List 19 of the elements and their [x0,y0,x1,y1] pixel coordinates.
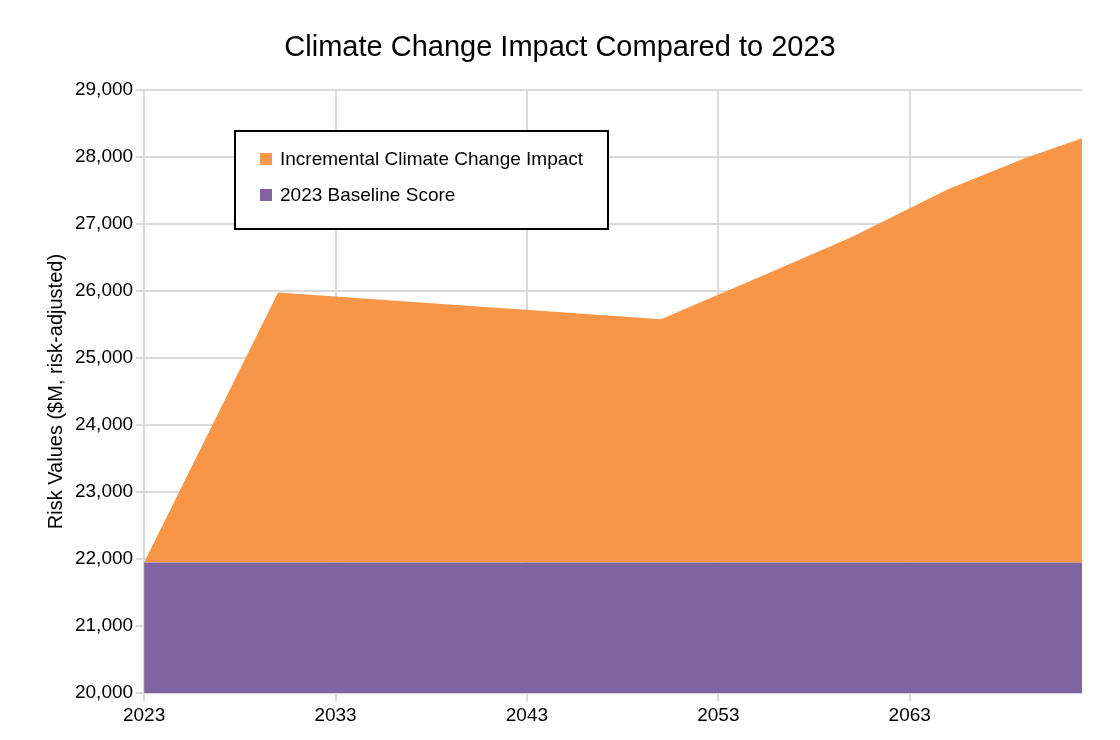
y-tick-label: 24,000 [74,413,134,435]
y-tick-label: 23,000 [74,480,134,502]
y-tick-label: 28,000 [74,145,134,167]
y-tick-label: 25,000 [74,346,134,368]
x-tick-label: 2023 [122,703,166,725]
x-tick-label: 2063 [888,703,931,725]
x-tick-label: 2033 [314,703,357,725]
x-tick-label: 2043 [505,703,549,725]
legend-label: Incremental Climate Change Impact [280,148,584,170]
legend-label: 2023 Baseline Score [280,184,456,206]
chart-title: Climate Change Impact Compared to 2023 [283,30,837,63]
y-axis-title: Risk Values ($M, risk-adjusted) [43,253,66,530]
y-tick-label: 21,000 [74,614,134,636]
y-tick-label: 20,000 [74,681,134,703]
y-tick-label: 22,000 [74,547,134,569]
y-tick-label: 29,000 [74,78,134,100]
y-tick-label: 26,000 [74,279,134,301]
y-tick-label: 27,000 [74,212,134,234]
x-tick-label: 2053 [697,703,740,725]
